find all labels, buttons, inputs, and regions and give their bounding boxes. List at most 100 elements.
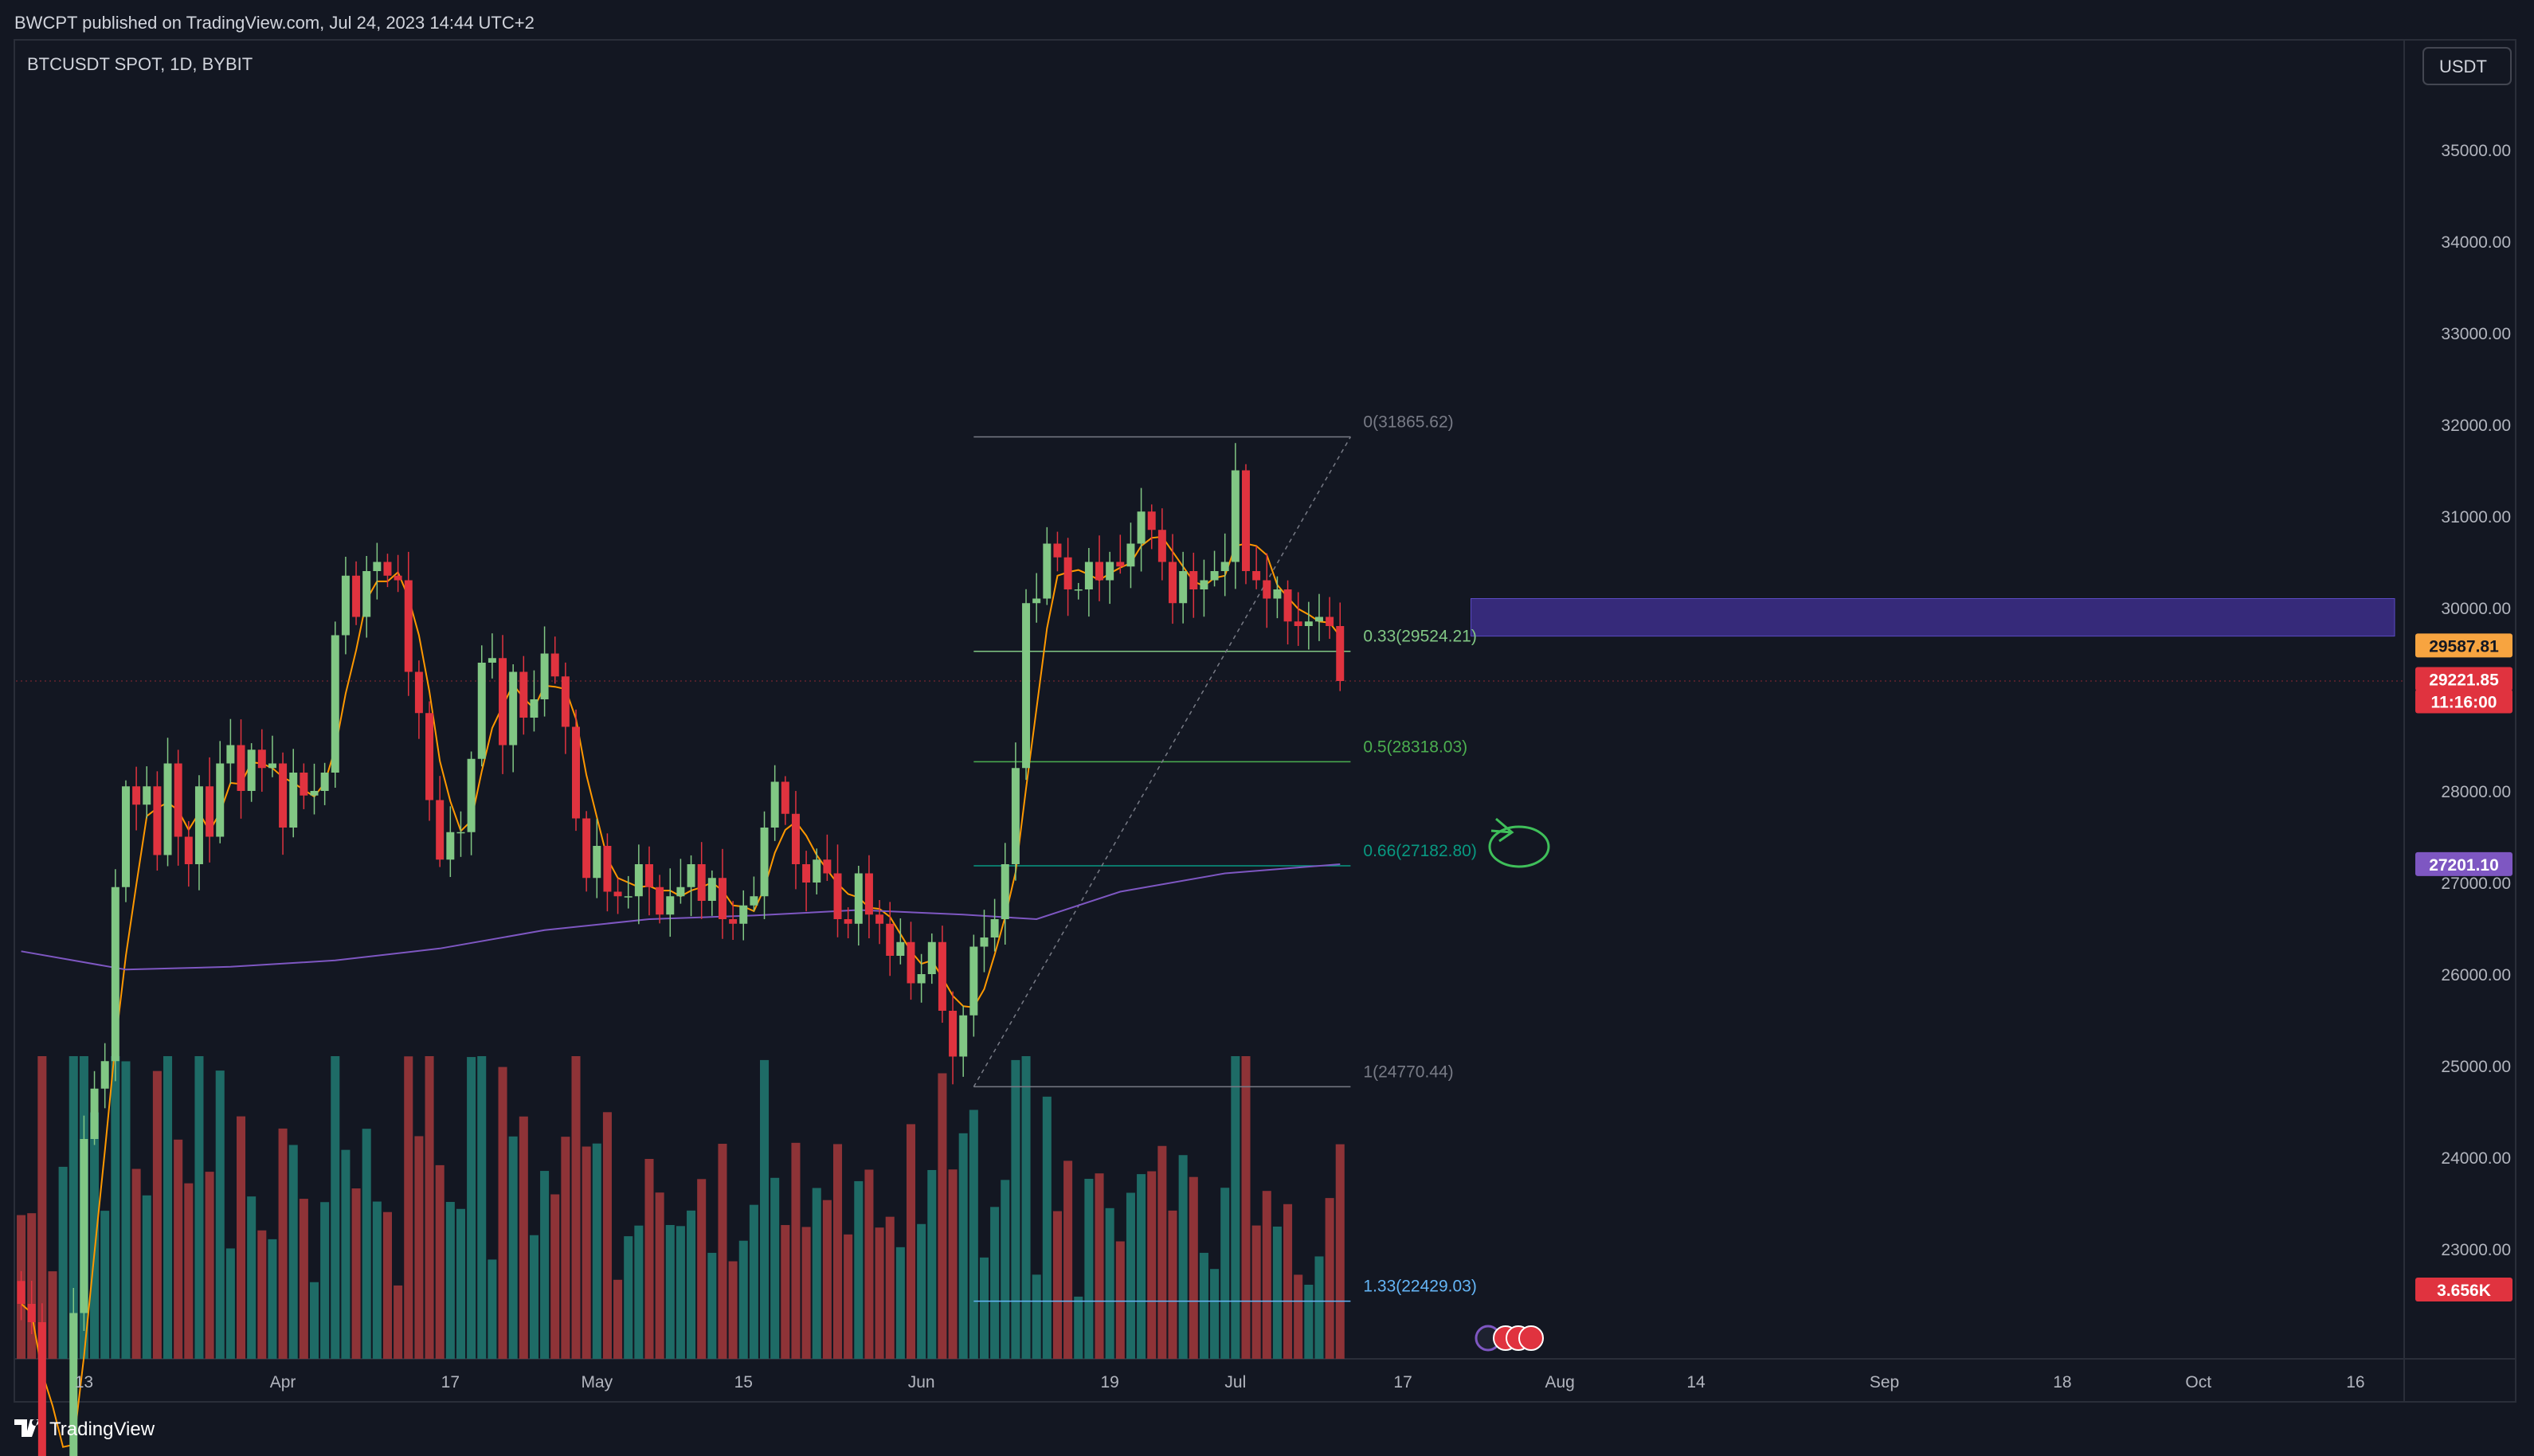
- volume-bar: [382, 1211, 393, 1359]
- candle-body: [791, 813, 800, 864]
- tradingview-logo-icon: [14, 1419, 39, 1437]
- candle: [216, 741, 225, 843]
- candle-body: [509, 671, 518, 746]
- currency-button-bg[interactable]: [2422, 47, 2512, 85]
- candle: [383, 554, 392, 588]
- candle-body: [1084, 562, 1093, 589]
- volume-bar: [351, 1188, 361, 1359]
- x-tick-label: 15: [734, 1373, 753, 1391]
- candle: [27, 1280, 36, 1335]
- tradingview-logo-text[interactable]: TradingView: [49, 1419, 155, 1440]
- volume-bar: [477, 1056, 487, 1359]
- candle-body: [37, 1322, 46, 1456]
- volume-bar: [456, 1208, 465, 1359]
- candle: [582, 811, 591, 892]
- volume-bar: [1157, 1145, 1167, 1359]
- candle-body: [425, 713, 434, 800]
- candle-body: [80, 1139, 88, 1313]
- candle-body: [132, 786, 141, 805]
- candle-body: [488, 658, 496, 663]
- candle: [791, 791, 800, 890]
- candle: [1106, 551, 1114, 605]
- candle: [257, 729, 266, 793]
- volume-bar: [362, 1129, 371, 1359]
- volume-bar: [268, 1239, 277, 1359]
- candle-body: [739, 905, 748, 924]
- fib-level-label: 1.33(22429.03): [1363, 1278, 1476, 1296]
- candle: [1169, 534, 1177, 624]
- plot-frame: [14, 39, 2516, 1403]
- time-axis: 13 Apr 17 May 15 Jun 19 Jul 17 Aug 14 Sep 18 Oct 16: [75, 1373, 2365, 1391]
- candle: [1179, 551, 1188, 624]
- volume-bar: [801, 1227, 811, 1359]
- volume-bar: [372, 1201, 382, 1359]
- candle: [362, 556, 371, 638]
- candle-body: [896, 941, 905, 956]
- volume-bar: [1032, 1274, 1041, 1359]
- candle-body: [802, 864, 811, 883]
- candle-body: [477, 663, 486, 759]
- candle: [37, 1303, 46, 1456]
- candle-body: [310, 791, 319, 796]
- candle-body: [383, 562, 392, 576]
- candle-body: [917, 974, 926, 984]
- volume-bar: [278, 1128, 288, 1359]
- volume-bar: [906, 1124, 916, 1359]
- candle-body: [174, 763, 182, 837]
- volume-bar: [990, 1207, 1000, 1359]
- candle: [676, 859, 685, 904]
- volume-bar: [225, 1248, 235, 1359]
- volume-bar: [1074, 1296, 1083, 1359]
- candle-body: [1200, 580, 1208, 589]
- candle: [331, 621, 339, 788]
- candle: [644, 846, 653, 916]
- published-text: BWCPT published on TradingView.com, Jul …: [14, 13, 535, 33]
- candle: [875, 900, 884, 945]
- candle-body: [1126, 543, 1135, 567]
- fib-level-label: 0.33(29524.21): [1363, 628, 1476, 646]
- candle-body: [593, 846, 601, 879]
- candle: [561, 662, 570, 754]
- volume-bar: [1115, 1241, 1125, 1359]
- candle: [100, 1043, 109, 1109]
- candle-body: [707, 878, 716, 901]
- tradingview-logo[interactable]: TradingView: [14, 1419, 155, 1440]
- volume-bar: [718, 1144, 727, 1359]
- volume-bar: [394, 1285, 403, 1359]
- candle: [143, 766, 151, 819]
- flag-icon-3[interactable]: [1518, 1325, 1544, 1351]
- candle-body: [1137, 511, 1146, 544]
- candle: [1336, 602, 1345, 691]
- candle: [949, 991, 958, 1085]
- candle: [1220, 533, 1229, 597]
- candle-body: [718, 878, 727, 919]
- candle: [1263, 553, 1271, 628]
- price-tag-label: 29221.85: [2429, 671, 2499, 689]
- candle: [739, 890, 748, 941]
- candle-body: [1263, 580, 1271, 599]
- candle-body: [289, 773, 298, 828]
- event-icons[interactable]: [1475, 1325, 1544, 1352]
- candle-body: [456, 832, 465, 834]
- currency-button[interactable]: USDT: [2422, 47, 2512, 85]
- volume-bar: [69, 1056, 78, 1359]
- candle: [499, 635, 507, 774]
- price-tag-bg: [2415, 851, 2512, 876]
- candle-body: [163, 763, 172, 855]
- candle: [373, 542, 382, 600]
- candle-body: [153, 786, 162, 855]
- candle: [289, 749, 298, 838]
- supply-zone: [1471, 598, 2395, 637]
- volume-bar: [979, 1257, 989, 1359]
- volume-bar: [875, 1227, 884, 1359]
- y-tick-label: 34000.00: [2441, 233, 2511, 252]
- candle: [1241, 464, 1250, 585]
- volume-bar: [938, 1073, 947, 1359]
- price-tag-label: 27201.10: [2429, 856, 2499, 875]
- y-tick-label: 28000.00: [2441, 783, 2511, 801]
- currency-label[interactable]: USDT: [2439, 57, 2487, 76]
- candle: [268, 735, 276, 777]
- volume-bar: [1168, 1210, 1177, 1359]
- candle: [404, 551, 413, 696]
